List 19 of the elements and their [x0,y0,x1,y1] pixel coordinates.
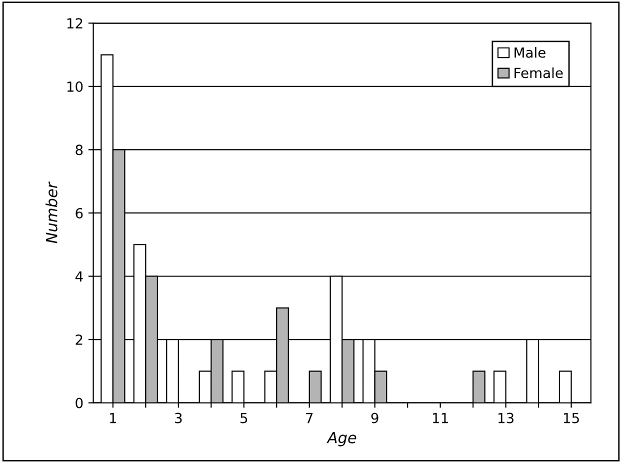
x-tick-label: 5 [240,412,248,424]
x-tick-label: 11 [433,412,448,424]
y-tick-label: 10 [67,81,83,92]
legend-label: Female [514,67,563,78]
x-tick-label: 13 [498,412,514,424]
x-tick-label: 15 [564,412,579,424]
y-tick-label: 8 [76,144,83,156]
y-tick-label: 6 [76,208,83,218]
x-axis-title: Age [326,432,356,446]
y-tick-label: 0 [76,398,83,408]
y-axis-title: Number [46,182,58,244]
x-tick-label: 3 [175,412,182,424]
x-tick-label: 9 [371,412,378,424]
x-tick-label: 7 [306,412,313,424]
y-tick-label: 12 [67,18,82,28]
x-tick-label: 1 [110,412,116,424]
y-tick-label: 4 [75,271,83,282]
legend-label: Male [514,47,546,58]
y-tick-label: 2 [76,334,82,345]
